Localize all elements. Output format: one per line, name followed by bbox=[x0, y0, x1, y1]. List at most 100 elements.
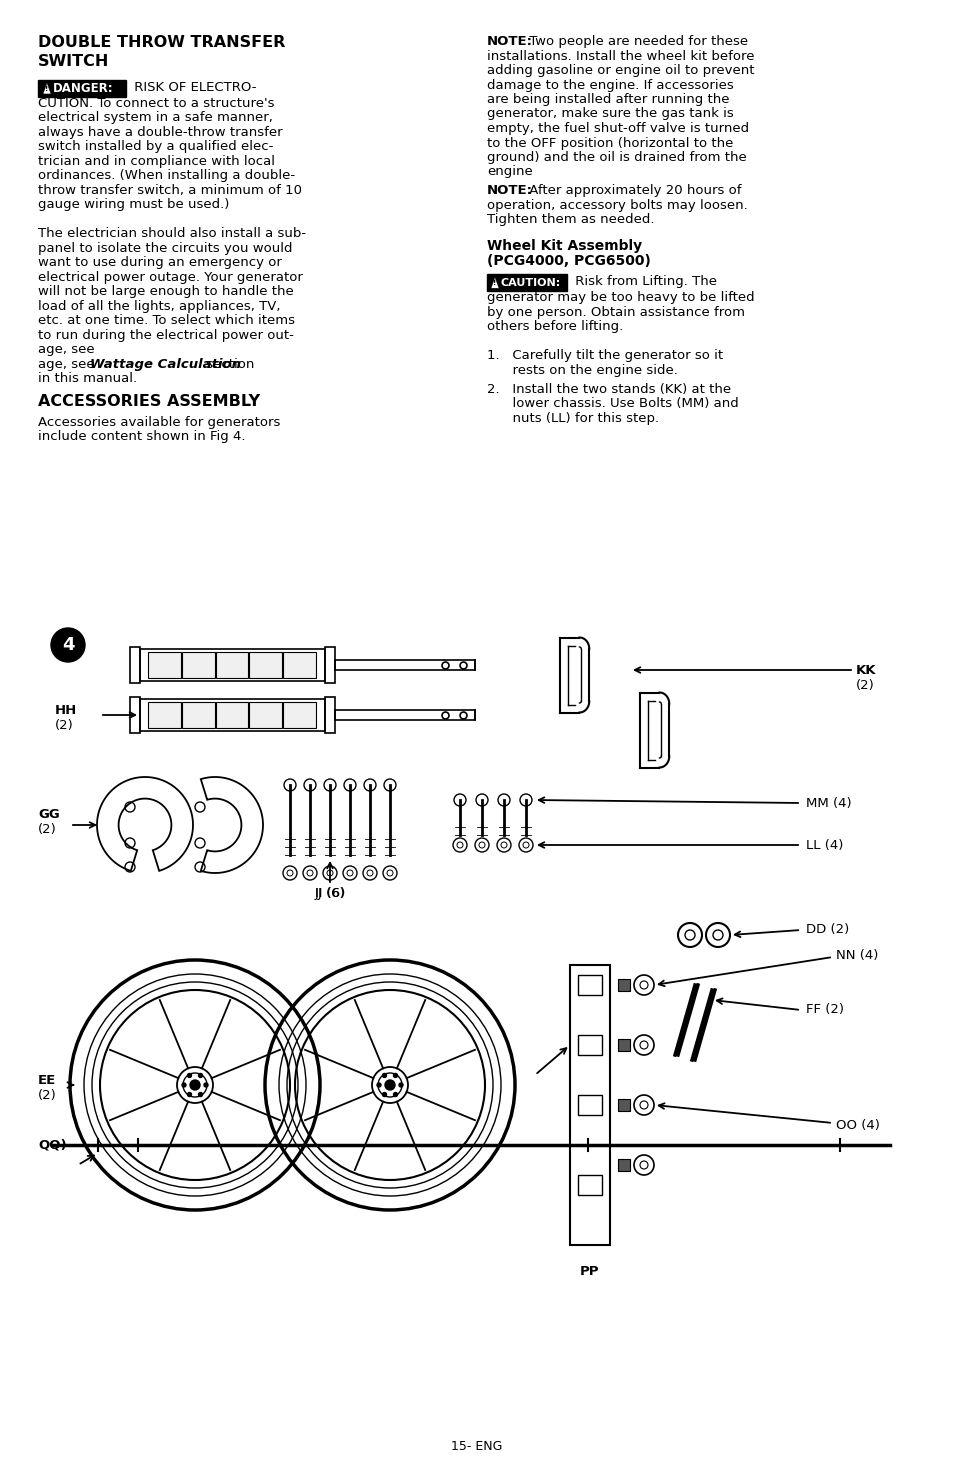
Text: damage to the engine. If accessories: damage to the engine. If accessories bbox=[486, 78, 733, 91]
Text: always have a double-throw transfer: always have a double-throw transfer bbox=[38, 125, 282, 139]
Bar bbox=[148, 702, 181, 729]
Text: to the OFF position (horizontal to the: to the OFF position (horizontal to the bbox=[486, 137, 733, 149]
Circle shape bbox=[382, 1074, 386, 1077]
Circle shape bbox=[182, 1083, 186, 1087]
Circle shape bbox=[398, 1083, 402, 1087]
Text: LL (4): LL (4) bbox=[805, 838, 842, 851]
Bar bbox=[140, 649, 325, 681]
Text: CAUTION:: CAUTION: bbox=[500, 277, 560, 288]
Bar bbox=[249, 652, 282, 679]
Text: trician and in compliance with local: trician and in compliance with local bbox=[38, 155, 274, 168]
Circle shape bbox=[204, 1083, 208, 1087]
Bar bbox=[283, 652, 315, 679]
Text: load of all the lights, appliances, TV,: load of all the lights, appliances, TV, bbox=[38, 299, 280, 313]
Text: will not be large enough to handle the: will not be large enough to handle the bbox=[38, 286, 294, 298]
Bar bbox=[578, 975, 601, 996]
Text: etc. at one time. To select which items: etc. at one time. To select which items bbox=[38, 314, 294, 327]
Circle shape bbox=[198, 1074, 202, 1077]
Text: DD (2): DD (2) bbox=[805, 923, 848, 937]
Text: (2): (2) bbox=[55, 718, 73, 732]
Text: MM (4): MM (4) bbox=[805, 796, 851, 810]
Text: electrical power outage. Your generator: electrical power outage. Your generator bbox=[38, 271, 302, 285]
Circle shape bbox=[385, 1080, 395, 1090]
Text: CUTION. To connect to a structure's: CUTION. To connect to a structure's bbox=[38, 97, 274, 111]
Text: include content shown in Fig 4.: include content shown in Fig 4. bbox=[38, 431, 245, 444]
Bar bbox=[249, 702, 282, 729]
Text: operation, accessory bolts may loosen.: operation, accessory bolts may loosen. bbox=[486, 199, 747, 212]
Text: adding gasoline or engine oil to prevent: adding gasoline or engine oil to prevent bbox=[486, 63, 754, 77]
Bar bbox=[130, 698, 140, 733]
Text: age, see: age, see bbox=[38, 344, 99, 357]
Text: GG: GG bbox=[38, 808, 60, 822]
Text: nuts (LL) for this step.: nuts (LL) for this step. bbox=[486, 412, 659, 425]
Text: switch installed by a qualified elec-: switch installed by a qualified elec- bbox=[38, 140, 274, 153]
Text: panel to isolate the circuits you would: panel to isolate the circuits you would bbox=[38, 242, 293, 255]
Text: 15- ENG: 15- ENG bbox=[451, 1441, 502, 1453]
Text: Wheel Kit Assembly: Wheel Kit Assembly bbox=[486, 239, 641, 254]
Text: 4: 4 bbox=[62, 636, 74, 653]
Text: SWITCH: SWITCH bbox=[38, 55, 110, 69]
Text: JJ (6): JJ (6) bbox=[314, 886, 345, 900]
Text: lower chassis. Use Bolts (MM) and: lower chassis. Use Bolts (MM) and bbox=[486, 397, 738, 410]
Text: by one person. Obtain assistance from: by one person. Obtain assistance from bbox=[486, 305, 744, 319]
Text: throw transfer switch, a minimum of 10: throw transfer switch, a minimum of 10 bbox=[38, 184, 302, 198]
Text: ground) and the oil is drained from the: ground) and the oil is drained from the bbox=[486, 150, 746, 164]
Text: (2): (2) bbox=[38, 823, 56, 836]
Text: (2): (2) bbox=[38, 1089, 56, 1102]
Bar bbox=[569, 965, 609, 1245]
Bar bbox=[578, 1094, 601, 1115]
Text: FF (2): FF (2) bbox=[805, 1003, 843, 1016]
Circle shape bbox=[376, 1083, 380, 1087]
Text: After approximately 20 hours of: After approximately 20 hours of bbox=[524, 184, 740, 198]
Circle shape bbox=[51, 628, 85, 662]
Text: Accessories available for generators: Accessories available for generators bbox=[38, 416, 280, 429]
Bar bbox=[578, 1035, 601, 1055]
Text: The electrician should also install a sub-: The electrician should also install a su… bbox=[38, 227, 306, 240]
Text: engine: engine bbox=[486, 165, 532, 178]
Text: 2.   Install the two stands (KK) at the: 2. Install the two stands (KK) at the bbox=[486, 382, 730, 395]
Text: NN (4): NN (4) bbox=[835, 948, 878, 962]
Circle shape bbox=[188, 1074, 192, 1077]
Text: II (6): II (6) bbox=[314, 886, 345, 900]
Circle shape bbox=[188, 1093, 192, 1096]
Circle shape bbox=[393, 1093, 397, 1096]
Bar bbox=[325, 698, 335, 733]
Text: rests on the engine side.: rests on the engine side. bbox=[486, 364, 678, 376]
Circle shape bbox=[393, 1074, 397, 1077]
Bar bbox=[215, 702, 248, 729]
Polygon shape bbox=[491, 277, 498, 288]
Text: QQ): QQ) bbox=[38, 1139, 67, 1152]
Bar bbox=[578, 1176, 601, 1195]
Text: !: ! bbox=[46, 86, 49, 91]
Bar bbox=[148, 652, 181, 679]
Text: are being installed after running the: are being installed after running the bbox=[486, 93, 729, 106]
Text: EE: EE bbox=[38, 1074, 56, 1087]
Text: Risk from Lifting. The: Risk from Lifting. The bbox=[571, 276, 717, 288]
Bar bbox=[618, 1159, 629, 1171]
Text: generator may be too heavy to be lifted: generator may be too heavy to be lifted bbox=[486, 291, 754, 304]
Text: Two people are needed for these: Two people are needed for these bbox=[524, 35, 747, 49]
Bar bbox=[215, 652, 248, 679]
Bar bbox=[618, 979, 629, 991]
Text: gauge wiring must be used.): gauge wiring must be used.) bbox=[38, 199, 229, 211]
Bar bbox=[486, 274, 566, 291]
Text: NOTE:: NOTE: bbox=[486, 184, 533, 198]
Text: NOTE:: NOTE: bbox=[486, 35, 533, 49]
Polygon shape bbox=[43, 83, 51, 94]
Text: Tighten them as needed.: Tighten them as needed. bbox=[486, 214, 654, 226]
Bar bbox=[182, 702, 214, 729]
Bar bbox=[140, 699, 325, 732]
Circle shape bbox=[382, 1093, 386, 1096]
Text: HH: HH bbox=[55, 704, 77, 717]
Text: installations. Install the wheel kit before: installations. Install the wheel kit bef… bbox=[486, 50, 754, 62]
Text: to run during the electrical power out-: to run during the electrical power out- bbox=[38, 329, 294, 342]
Text: others before lifting.: others before lifting. bbox=[486, 320, 622, 333]
Bar bbox=[182, 652, 214, 679]
Text: ACCESSORIES ASSEMBLY: ACCESSORIES ASSEMBLY bbox=[38, 394, 260, 409]
Bar bbox=[38, 80, 126, 97]
Bar bbox=[618, 1099, 629, 1111]
Text: OO (4): OO (4) bbox=[835, 1118, 879, 1131]
Circle shape bbox=[198, 1093, 202, 1096]
Text: 1.   Carefully tilt the generator so it: 1. Carefully tilt the generator so it bbox=[486, 350, 722, 363]
Bar bbox=[283, 702, 315, 729]
